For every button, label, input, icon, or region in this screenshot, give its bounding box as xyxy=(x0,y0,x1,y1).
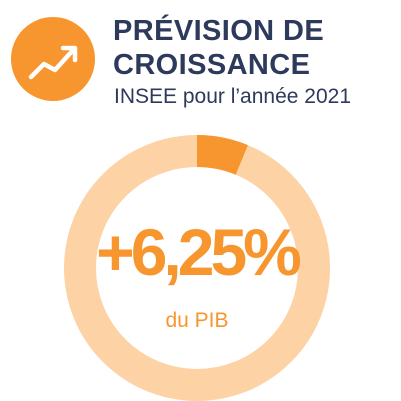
title-line-1: PRÉVISION DE xyxy=(113,15,325,47)
trending-up-icon xyxy=(28,45,78,80)
progress-ring xyxy=(64,135,330,401)
ring-fill xyxy=(64,135,330,401)
title-line-2: CROISSANCE xyxy=(113,49,311,81)
growth-badge xyxy=(11,17,95,101)
page-title: PRÉVISION DE CROISSANCE xyxy=(113,14,324,82)
subtitle: INSEE pour l’année 2021 xyxy=(114,85,351,108)
growth-unit: du PIB xyxy=(165,309,229,332)
growth-value: +6,25% xyxy=(96,215,302,289)
